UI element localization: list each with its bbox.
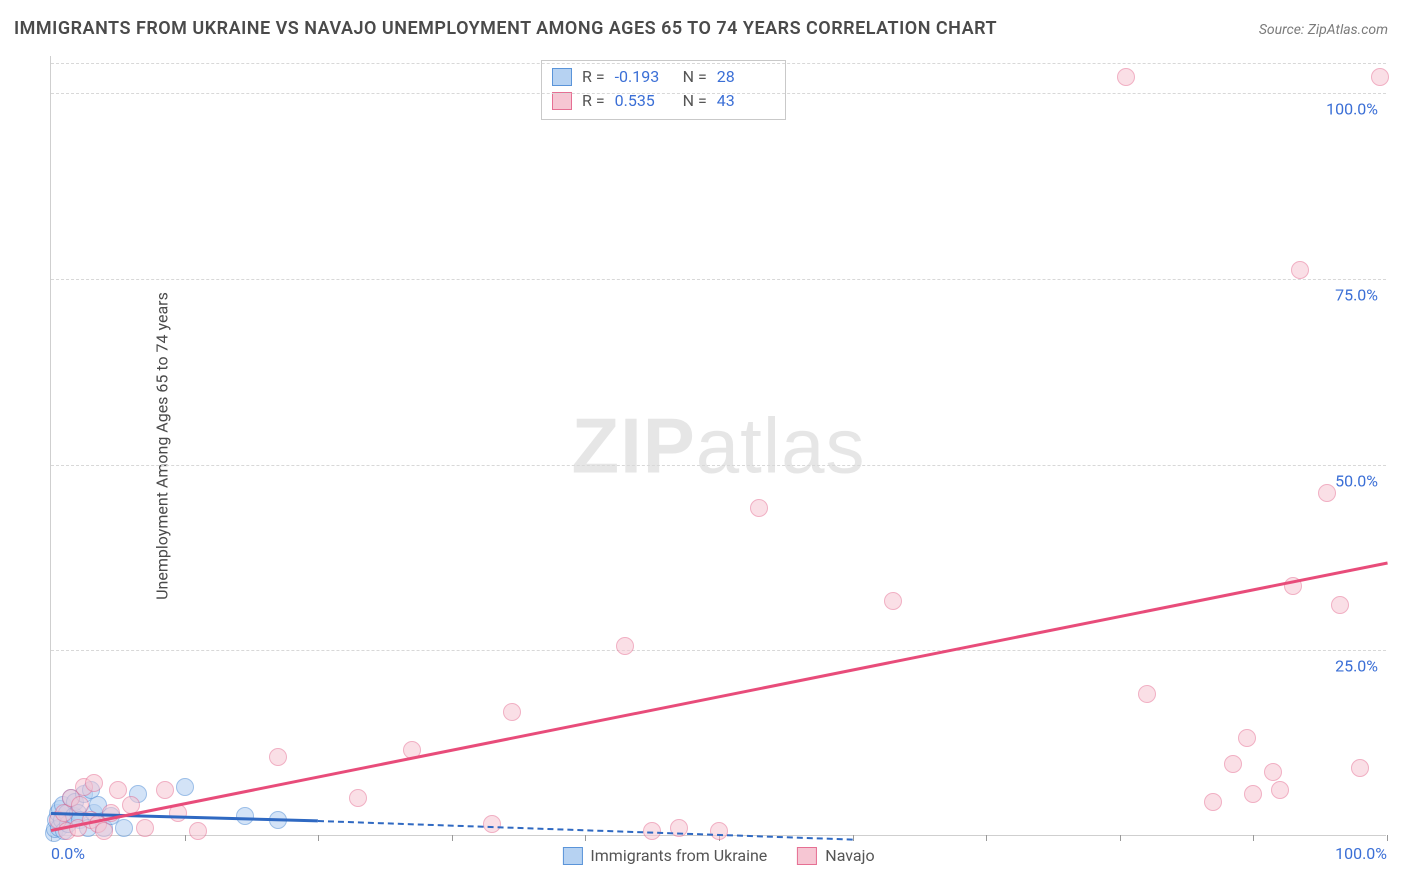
data-point-navajo (269, 748, 287, 766)
data-point-navajo (1271, 781, 1289, 799)
x-tick (853, 835, 854, 841)
x-tick (1253, 835, 1254, 841)
y-tick-label: 100.0% (1326, 100, 1378, 119)
legend-label: Navajo (825, 846, 874, 865)
x-tick-label: 100.0% (1335, 844, 1387, 863)
x-tick (318, 835, 319, 841)
y-tick-label: 25.0% (1335, 657, 1378, 676)
watermark-atlas: atlas (696, 401, 866, 489)
legend-swatch-ukraine (552, 68, 572, 86)
data-point-navajo (1224, 755, 1242, 773)
data-point-navajo (136, 819, 154, 837)
x-tick (185, 835, 186, 841)
data-point-navajo (750, 499, 768, 517)
x-tick (452, 835, 453, 841)
data-point-navajo (884, 592, 902, 610)
x-tick (585, 835, 586, 841)
gridline (51, 63, 1386, 64)
gridline (51, 465, 1386, 466)
y-tick-label: 75.0% (1335, 285, 1378, 304)
data-point-navajo (503, 703, 521, 721)
correlation-legend: R =-0.193N =28R =0.535N =43 (541, 60, 786, 120)
data-point-navajo (1371, 68, 1389, 86)
data-point-navajo (85, 774, 103, 792)
plot-area: ZIPatlas R =-0.193N =28R =0.535N =43 Imm… (50, 56, 1386, 836)
legend-swatch-navajo (552, 92, 572, 110)
data-point-ukraine (176, 778, 194, 796)
legend-swatch-navajo (797, 847, 817, 865)
x-tick (986, 835, 987, 841)
data-point-navajo (1264, 763, 1282, 781)
y-tick-label: 50.0% (1335, 471, 1378, 490)
data-point-navajo (189, 822, 207, 840)
data-point-navajo (109, 781, 127, 799)
series-legend: Immigrants from Ukraine Navajo (562, 846, 874, 865)
data-point-navajo (710, 822, 728, 840)
x-tick (1120, 835, 1121, 841)
data-point-navajo (95, 822, 113, 840)
gridline (51, 93, 1386, 94)
data-point-navajo (156, 781, 174, 799)
gridline (51, 650, 1386, 651)
legend-item-ukraine: Immigrants from Ukraine (562, 846, 767, 865)
legend-item-navajo: Navajo (797, 846, 874, 865)
watermark-zip: ZIP (571, 401, 695, 489)
legend-n-value: 28 (717, 65, 775, 89)
chart-title: IMMIGRANTS FROM UKRAINE VS NAVAJO UNEMPL… (14, 18, 997, 39)
x-tick (1387, 835, 1388, 841)
x-tick-label: 0.0% (51, 844, 85, 863)
legend-n-label: N = (683, 65, 707, 89)
data-point-navajo (1117, 68, 1135, 86)
legend-row-ukraine: R = -0.193 N = 28 (552, 65, 775, 89)
data-point-navajo (1244, 785, 1262, 803)
data-point-navajo (1238, 729, 1256, 747)
data-point-navajo (616, 637, 634, 655)
watermark: ZIPatlas (571, 400, 865, 491)
data-point-navajo (349, 789, 367, 807)
legend-r-value: -0.193 (615, 65, 673, 89)
source-attribution: Source: ZipAtlas.com (1259, 22, 1388, 38)
legend-r-label: R = (582, 65, 605, 89)
data-point-ukraine (115, 819, 133, 837)
data-point-navajo (1138, 685, 1156, 703)
data-point-navajo (1331, 596, 1349, 614)
legend-label: Immigrants from Ukraine (590, 846, 767, 865)
data-point-navajo (1351, 759, 1369, 777)
data-point-navajo (1291, 261, 1309, 279)
legend-swatch-ukraine (562, 847, 582, 865)
data-point-navajo (1204, 793, 1222, 811)
gridline (51, 279, 1386, 280)
data-point-navajo (483, 815, 501, 833)
data-point-navajo (1318, 484, 1336, 502)
trend-line (51, 561, 1387, 831)
